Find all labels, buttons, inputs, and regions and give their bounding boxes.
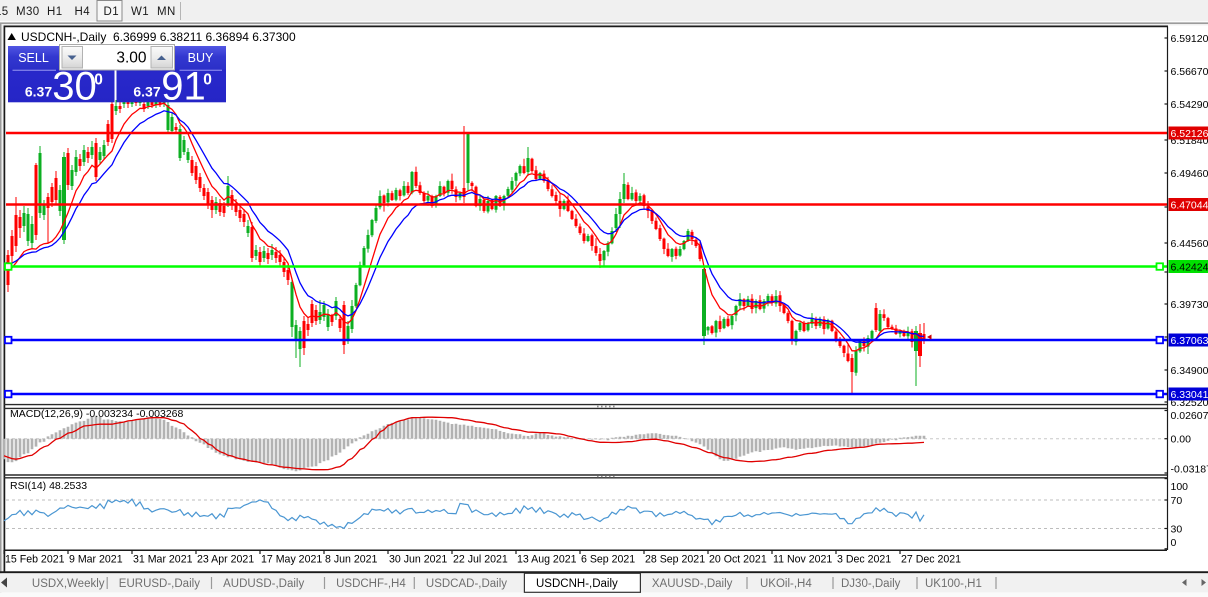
svg-text:UKOil-,H4: UKOil-,H4 [760,578,812,590]
svg-text:0: 0 [1171,537,1177,549]
svg-text:6.37: 6.37 [25,84,52,100]
svg-text:22 Jul 2021: 22 Jul 2021 [453,554,508,566]
svg-text:30: 30 [1171,524,1183,536]
svg-text:0.02607: 0.02607 [1171,410,1208,422]
svg-text:28 Sep 2021: 28 Sep 2021 [645,554,705,566]
svg-text:H4: H4 [75,6,91,18]
svg-text:0: 0 [203,72,212,89]
svg-text:USDCNH-,Daily 6.36999 6.38211: USDCNH-,Daily 6.36999 6.38211 6.36894 6.… [21,30,296,44]
svg-text:11 Nov 2021: 11 Nov 2021 [773,554,832,566]
svg-text:30 Jun 2021: 30 Jun 2021 [389,554,447,566]
svg-text:USDCAD-,Daily: USDCAD-,Daily [426,578,507,590]
svg-text:20 Oct 2021: 20 Oct 2021 [709,554,767,566]
svg-text:MACD(12,26,9) -0.003234 -0.003: MACD(12,26,9) -0.003234 -0.003268 [10,408,184,420]
svg-text:15: 15 [0,6,9,18]
svg-text:H1: H1 [47,6,63,18]
svg-text:UK100-,H1: UK100-,H1 [925,578,982,590]
svg-text:6.44560: 6.44560 [1171,238,1208,250]
svg-text:70: 70 [1171,495,1183,507]
svg-text:W1: W1 [131,6,149,18]
svg-text:M30: M30 [16,6,40,18]
svg-text:6 Sep 2021: 6 Sep 2021 [581,554,635,566]
svg-text:MN: MN [157,6,176,18]
svg-text:6.47044: 6.47044 [1171,200,1208,212]
svg-text:15 Feb 2021: 15 Feb 2021 [5,554,65,566]
svg-text:23 Apr 2021: 23 Apr 2021 [197,554,254,566]
svg-text:9 Mar 2021: 9 Mar 2021 [69,554,123,566]
svg-text:XAUUSD-,Daily: XAUUSD-,Daily [652,578,733,590]
svg-text:91: 91 [161,65,206,109]
svg-text:3.00: 3.00 [116,50,147,67]
svg-text:13 Aug 2021: 13 Aug 2021 [517,554,577,566]
svg-text:3 Dec 2021: 3 Dec 2021 [837,554,891,566]
svg-text:6.52126: 6.52126 [1171,128,1208,140]
svg-text:EURUSD-,Daily: EURUSD-,Daily [119,578,200,590]
svg-text:6.54290: 6.54290 [1171,99,1208,111]
svg-text:6.39730: 6.39730 [1171,299,1208,311]
svg-text:RSI(14) 48.2533: RSI(14) 48.2533 [10,480,87,492]
svg-text:6.33041: 6.33041 [1171,389,1208,401]
svg-text:BUY: BUY [188,51,214,65]
svg-text:AUDUSD-,Daily: AUDUSD-,Daily [223,578,304,590]
svg-text:USDCHF-,H4: USDCHF-,H4 [336,578,406,590]
svg-text:8 Jun 2021: 8 Jun 2021 [325,554,378,566]
svg-text:27 Dec 2021: 27 Dec 2021 [901,554,961,566]
svg-text:0.00: 0.00 [1171,434,1192,446]
svg-text:17 May 2021: 17 May 2021 [261,554,322,566]
svg-text:30: 30 [52,65,97,109]
svg-text:6.49460: 6.49460 [1171,168,1208,180]
svg-text:100: 100 [1171,481,1189,493]
svg-text:D1: D1 [104,6,120,18]
svg-text:6.34900: 6.34900 [1171,365,1208,377]
svg-text:-0.03187: -0.03187 [1171,464,1208,476]
svg-text:DJ30-,Daily: DJ30-,Daily [841,578,901,590]
svg-text:USDX,Weekly: USDX,Weekly [32,578,105,590]
svg-text:6.42424: 6.42424 [1171,262,1208,274]
svg-text:USDCNH-,Daily: USDCNH-,Daily [536,578,618,590]
svg-text:6.59120: 6.59120 [1171,33,1208,45]
svg-text:31 Mar 2021: 31 Mar 2021 [133,554,193,566]
svg-text:0: 0 [94,72,103,89]
svg-text:6.37: 6.37 [133,84,160,100]
svg-text:6.37063: 6.37063 [1171,335,1208,347]
svg-text:SELL: SELL [18,51,49,65]
svg-text:6.56670: 6.56670 [1171,66,1208,78]
